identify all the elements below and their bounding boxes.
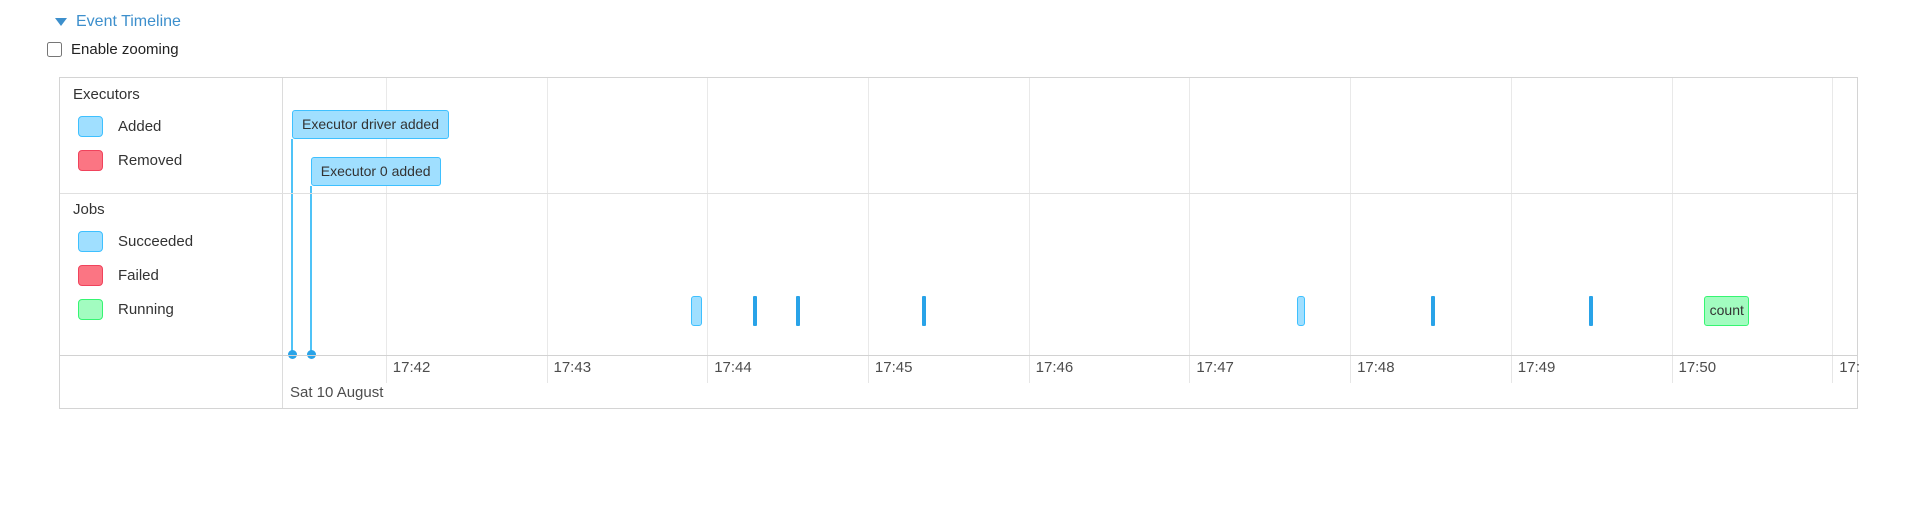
axis-tick-label: 17:43 (553, 359, 592, 376)
legend-item-failed: Failed (78, 264, 283, 286)
timeline-widget: Executors Added Removed Jobs Succeeded Fai… (59, 77, 1859, 409)
axis-tick (707, 355, 709, 383)
axis-tick-label: 17:45 (874, 359, 913, 376)
executors-legend-title: Executors (73, 86, 140, 103)
gridline (1189, 78, 1191, 355)
axis-tick (1189, 355, 1191, 383)
job-bar[interactable] (796, 296, 801, 326)
legend-label: Succeeded (118, 232, 194, 250)
event-timeline-title: Event Timeline (76, 13, 181, 30)
axis-tick-label: 17:50 (1678, 359, 1717, 376)
jobs-legend-title: Jobs (73, 201, 105, 218)
event-timeline-header[interactable]: Event Timeline (55, 13, 181, 31)
legend-item-succeeded: Succeeded (78, 230, 283, 252)
legend-item-added: Added (78, 115, 283, 137)
enable-zooming-control: Enable zooming (47, 41, 179, 58)
added-swatch-icon (78, 115, 103, 137)
axis-tick (1510, 355, 1512, 383)
legend-label: Removed (118, 151, 183, 169)
axis-tick (1832, 355, 1834, 383)
axis-tick (385, 355, 387, 383)
axis-tick (1671, 355, 1673, 383)
axis-tick-label: 17:44 (714, 359, 752, 376)
gridline (707, 78, 709, 355)
gridline (546, 78, 548, 355)
axis-tick (867, 355, 869, 383)
executor-event-box[interactable]: Executor driver added (292, 110, 449, 139)
collapse-triangle-icon (55, 18, 67, 26)
legend-item-running: Running (78, 298, 283, 320)
axis-tick (1028, 355, 1030, 383)
gridline (1350, 78, 1352, 355)
axis-date-label: Sat 10 August (290, 384, 384, 401)
gridline (1671, 78, 1673, 355)
axis-tick-label: 17:46 (1035, 359, 1074, 376)
legend-column: Executors Added Removed Jobs Succeeded Fai… (60, 78, 283, 408)
job-bar[interactable] (753, 296, 758, 326)
axis-tick-label: 17:48 (1357, 359, 1395, 376)
gridline (867, 78, 869, 355)
executors-jobs-divider (60, 193, 1857, 194)
axis-tick-label: 17:47 (1196, 359, 1234, 376)
legend-label: Added (118, 117, 162, 135)
job-bar[interactable] (922, 296, 927, 326)
removed-swatch-icon (78, 149, 103, 171)
gridline (385, 78, 387, 355)
legend-label: Running (118, 300, 174, 318)
legend-item-removed: Removed (78, 149, 283, 171)
timeline-plot-area: 17:42 17:43 17:44 17:45 17:46 17:47 17:48 17:49… (284, 78, 1859, 408)
job-bar[interactable] (1431, 296, 1436, 326)
succeeded-swatch-icon (78, 230, 103, 252)
executor-event-box[interactable]: Executor 0 added (310, 157, 441, 186)
event-anchor-line (309, 186, 312, 355)
axis-tick (546, 355, 548, 383)
enable-zooming-label: Enable zooming (71, 41, 179, 58)
event-anchor-line (291, 139, 294, 355)
job-bar[interactable] (1589, 296, 1594, 326)
axis-tick-label: 17:49 (1517, 359, 1556, 376)
time-axis-line (60, 355, 1857, 356)
event-anchor-dot (306, 350, 316, 359)
axis-tick-label: 17:42 (392, 359, 431, 376)
enable-zooming-checkbox[interactable] (47, 42, 62, 57)
job-range-bar[interactable] (1296, 296, 1305, 326)
jobs-legend: Jobs Succeeded Failed Running (60, 193, 283, 320)
job-range-bar[interactable] (691, 296, 702, 326)
executors-legend: Executors Added Removed (60, 78, 283, 171)
failed-swatch-icon (78, 264, 103, 286)
gridline (1510, 78, 1512, 355)
running-swatch-icon (78, 298, 103, 320)
gridline (1832, 78, 1834, 355)
gridline (1028, 78, 1030, 355)
legend-label: Failed (118, 266, 159, 284)
axis-tick (1350, 355, 1352, 383)
event-anchor-dot (288, 350, 298, 359)
axis-tick-label: 17:51 (1839, 359, 1859, 376)
running-job-box[interactable]: count (1703, 296, 1750, 326)
